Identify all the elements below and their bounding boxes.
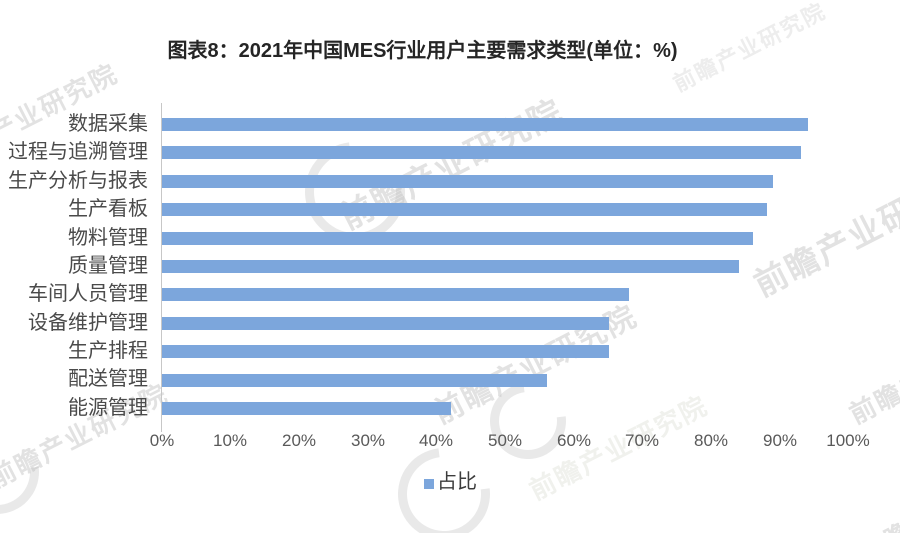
x-tick-label: 80% (693, 431, 729, 450)
category-label: 质量管理 (68, 255, 148, 277)
x-tick-label: 40% (418, 431, 454, 450)
bar (162, 146, 801, 159)
category-label: 设备维护管理 (28, 312, 148, 334)
x-tick-label: 60% (556, 431, 592, 450)
bar (162, 203, 767, 216)
category-label: 车间人员管理 (28, 283, 148, 305)
category-label: 物料管理 (68, 227, 148, 249)
category-axis: 数据采集 过程与追溯管理 生产分析与报表 生产看板 物料管理 质量管理 车间人员… (0, 0, 150, 533)
category-label: 能源管理 (68, 397, 148, 419)
bar (162, 374, 547, 387)
x-axis: 0% 10% 20% 30% 40% 50% 60% 70% 80% 90% 1… (0, 432, 900, 452)
x-tick-label: 90% (762, 431, 798, 450)
legend-label: 占比 (437, 471, 477, 493)
x-tick-label: 100% (826, 431, 870, 450)
x-tick-label: 50% (487, 431, 523, 450)
category-label: 过程与追溯管理 (8, 141, 148, 163)
x-tick-label: 0% (149, 431, 175, 450)
legend-swatch (424, 479, 434, 489)
bar (162, 402, 451, 415)
category-label: 生产看板 (68, 198, 148, 220)
category-label: 生产排程 (68, 340, 148, 362)
bar (162, 288, 630, 301)
bar (162, 260, 740, 273)
x-tick-label: 30% (350, 431, 386, 450)
category-label: 配送管理 (68, 368, 148, 390)
bar (162, 232, 753, 245)
x-tick-label: 70% (624, 431, 660, 450)
legend: 占比 (424, 470, 477, 494)
category-label: 数据采集 (68, 113, 148, 135)
bar (162, 345, 609, 358)
plot-area (162, 104, 852, 434)
y-axis-line (161, 103, 162, 432)
bar (162, 175, 774, 188)
bar (162, 317, 609, 330)
category-label: 生产分析与报表 (8, 170, 148, 192)
x-tick-label: 10% (212, 431, 248, 450)
x-tick-label: 20% (281, 431, 317, 450)
bar (162, 118, 808, 131)
chart-title: 图表8：2021年中国MES行业用户主要需求类型(单位：%) (167, 40, 678, 62)
